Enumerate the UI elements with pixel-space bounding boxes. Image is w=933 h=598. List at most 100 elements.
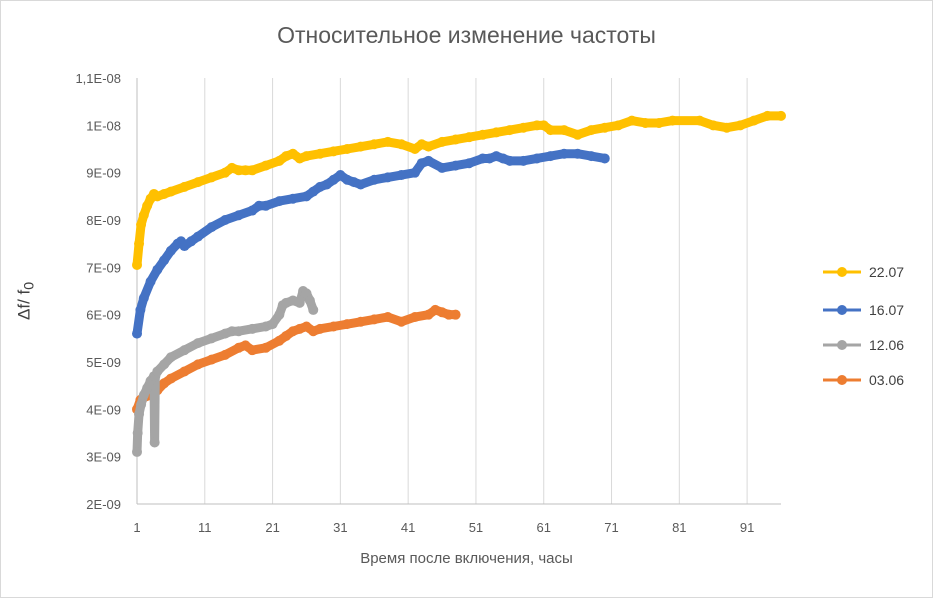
data-point xyxy=(315,323,326,334)
data-point xyxy=(159,359,170,370)
data-point xyxy=(145,276,156,287)
data-point xyxy=(193,359,204,370)
legend-marker xyxy=(837,267,847,277)
data-point xyxy=(206,354,217,365)
y-tick-label: 5E-09 xyxy=(86,355,121,370)
data-point xyxy=(491,127,502,138)
data-point xyxy=(233,210,244,221)
data-point xyxy=(599,122,610,133)
data-point xyxy=(409,312,420,323)
chart-title: Относительное изменение частоты xyxy=(277,22,656,48)
data-point xyxy=(315,148,326,159)
data-point xyxy=(136,399,147,410)
x-tick-label: 41 xyxy=(401,520,415,535)
y-tick-label: 6E-09 xyxy=(86,308,121,323)
series-12.06 xyxy=(132,286,319,457)
x-tick-label: 51 xyxy=(469,520,483,535)
x-tick-label: 1 xyxy=(133,520,140,535)
data-point xyxy=(450,309,461,320)
x-tick-labels: 1 11 21 31 41 51 61 71 81 91 xyxy=(133,520,754,535)
data-point xyxy=(193,231,204,242)
data-point xyxy=(165,245,176,256)
data-point xyxy=(149,437,160,448)
data-point xyxy=(572,129,583,140)
data-point xyxy=(355,316,366,327)
data-point xyxy=(477,129,488,140)
data-point xyxy=(233,326,244,337)
data-point xyxy=(382,312,393,323)
data-point xyxy=(586,125,597,136)
data-point xyxy=(294,297,305,308)
data-point xyxy=(437,162,448,173)
data-point xyxy=(382,172,393,183)
series-03.06 xyxy=(132,304,461,415)
data-point xyxy=(159,255,170,266)
y-tick-labels: 2E-09 3E-09 4E-09 5E-09 6E-09 7E-09 8E-09 9E-09… xyxy=(75,71,121,512)
x-tick-label: 61 xyxy=(537,520,551,535)
data-point xyxy=(653,117,664,128)
data-point xyxy=(586,151,597,162)
y-tick-label: 7E-09 xyxy=(86,260,121,275)
data-point xyxy=(287,193,298,204)
y-tick-label: 9E-09 xyxy=(86,166,121,181)
data-point xyxy=(518,122,529,133)
y-tick-label: 3E-09 xyxy=(86,450,121,465)
legend-label: 22.07 xyxy=(869,264,904,280)
y-tick-label: 4E-09 xyxy=(86,402,121,417)
data-point xyxy=(132,428,143,438)
data-point xyxy=(464,132,475,143)
x-tick-label: 71 xyxy=(604,520,618,535)
data-point xyxy=(132,328,142,339)
data-point xyxy=(531,153,542,164)
data-point xyxy=(545,151,556,162)
data-point xyxy=(369,174,380,185)
data-point xyxy=(572,148,583,159)
data-point xyxy=(545,125,556,136)
series-22.07 xyxy=(132,110,786,270)
data-point xyxy=(179,366,190,377)
grid-lines xyxy=(204,78,748,504)
data-point xyxy=(396,316,407,327)
data-point xyxy=(559,125,570,136)
data-point xyxy=(247,323,258,334)
series-16.07 xyxy=(132,148,610,339)
data-point xyxy=(708,120,719,131)
data-point xyxy=(762,110,773,121)
data-point xyxy=(342,144,353,154)
data-point xyxy=(409,167,420,178)
data-point xyxy=(437,136,448,147)
x-tick-label: 91 xyxy=(740,520,754,535)
legend-item-03.06: 03.06 xyxy=(823,372,904,388)
data-point xyxy=(626,115,637,126)
data-point xyxy=(328,321,339,332)
data-point xyxy=(613,120,624,131)
legend-marker xyxy=(837,375,847,385)
legend-marker xyxy=(837,305,847,315)
x-tick-label: 21 xyxy=(265,520,279,535)
data-point xyxy=(138,210,149,221)
data-point xyxy=(301,151,312,162)
legend-item-22.07: 22.07 xyxy=(823,264,904,280)
data-point xyxy=(179,181,190,192)
data-point xyxy=(396,170,407,181)
legend-label: 16.07 xyxy=(869,302,904,318)
data-point xyxy=(504,125,515,136)
legend-marker xyxy=(837,340,847,350)
data-point xyxy=(423,141,434,152)
data-point xyxy=(165,373,176,384)
data-point xyxy=(559,148,570,159)
x-axis-label: Время после включения, часы xyxy=(360,550,573,567)
x-tick-label: 11 xyxy=(198,520,212,535)
data-point xyxy=(260,200,271,211)
data-point xyxy=(450,160,461,171)
data-point xyxy=(464,158,475,169)
data-point xyxy=(135,304,146,315)
data-point xyxy=(423,155,434,166)
data-point xyxy=(274,309,285,320)
data-point xyxy=(450,134,461,145)
data-point xyxy=(152,366,163,377)
data-point xyxy=(667,115,678,126)
data-point xyxy=(369,139,380,150)
